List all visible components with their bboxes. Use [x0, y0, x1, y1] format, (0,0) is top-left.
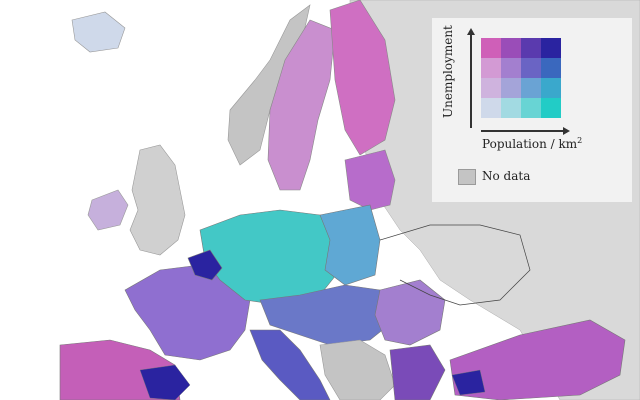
region-iceland — [71, 11, 126, 53]
y-axis-arrow-icon — [467, 28, 475, 35]
region-greece-bulgaria — [389, 344, 446, 400]
region-germany — [199, 209, 346, 306]
legend-cell-r3-c2 — [521, 98, 541, 118]
no-data-swatch — [458, 169, 476, 185]
region-baltics — [344, 149, 396, 211]
region-balkans — [319, 339, 396, 400]
legend-cell-r0-c3 — [541, 38, 561, 58]
legend-cell-r1-c3 — [541, 58, 561, 78]
y-axis-label: Unemployment — [441, 25, 455, 118]
legend: Unemployment Population / km2 No data — [432, 18, 632, 202]
legend-cell-r3-c0 — [481, 98, 501, 118]
region-poland — [319, 204, 381, 286]
region-sweden — [267, 19, 336, 191]
legend-cell-r3-c3 — [541, 98, 561, 118]
region-uk — [129, 144, 186, 256]
legend-cell-r0-c0 — [481, 38, 501, 58]
legend-cell-r1-c0 — [481, 58, 501, 78]
region-italy — [249, 329, 331, 400]
x-axis-label-text: Population / km — [482, 137, 578, 151]
y-axis-line — [470, 32, 472, 128]
region-benelux — [187, 249, 223, 281]
region-ukraine-outline — [379, 224, 531, 306]
legend-cell-r0-c1 — [501, 38, 521, 58]
region-ireland — [87, 189, 129, 231]
region-romania — [374, 279, 446, 346]
legend-cell-r2-c1 — [501, 78, 521, 98]
x-axis-label-superscript: 2 — [577, 136, 583, 145]
x-axis-label: Population / km2 — [482, 136, 582, 151]
legend-cell-r1-c1 — [501, 58, 521, 78]
legend-cell-r2-c3 — [541, 78, 561, 98]
legend-cell-r2-c2 — [521, 78, 541, 98]
x-axis-line — [481, 130, 565, 132]
legend-cell-r3-c1 — [501, 98, 521, 118]
region-finland — [329, 0, 396, 156]
region-turkey — [449, 319, 626, 400]
bivariate-legend-grid — [481, 38, 561, 118]
legend-cell-r2-c0 — [481, 78, 501, 98]
x-axis-arrow-icon — [563, 127, 570, 135]
legend-cell-r0-c2 — [521, 38, 541, 58]
region-accent-2 — [451, 369, 486, 396]
region-accent-1 — [139, 364, 191, 400]
no-data-label: No data — [482, 169, 531, 183]
legend-cell-r1-c2 — [521, 58, 541, 78]
